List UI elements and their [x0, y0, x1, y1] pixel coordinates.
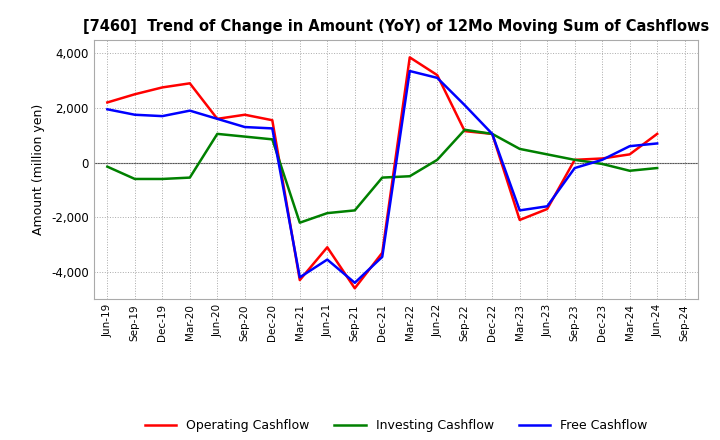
- Free Cashflow: [653, 141, 662, 146]
- Free Cashflow: [570, 165, 579, 171]
- Free Cashflow: [543, 204, 552, 209]
- Operating Cashflow: [626, 152, 634, 157]
- Free Cashflow: [186, 108, 194, 113]
- Free Cashflow: [323, 257, 332, 262]
- Free Cashflow: [268, 126, 276, 131]
- Investing Cashflow: [323, 210, 332, 216]
- Operating Cashflow: [268, 117, 276, 123]
- Free Cashflow: [240, 125, 249, 130]
- Investing Cashflow: [378, 175, 387, 180]
- Operating Cashflow: [543, 206, 552, 212]
- Legend: Operating Cashflow, Investing Cashflow, Free Cashflow: Operating Cashflow, Investing Cashflow, …: [140, 414, 652, 437]
- Free Cashflow: [598, 157, 606, 162]
- Free Cashflow: [213, 116, 222, 121]
- Investing Cashflow: [598, 161, 606, 167]
- Investing Cashflow: [570, 157, 579, 162]
- Investing Cashflow: [351, 208, 359, 213]
- Operating Cashflow: [295, 278, 304, 283]
- Free Cashflow: [103, 106, 112, 112]
- Operating Cashflow: [433, 73, 441, 78]
- Operating Cashflow: [653, 131, 662, 136]
- Free Cashflow: [295, 275, 304, 280]
- Free Cashflow: [516, 208, 524, 213]
- Operating Cashflow: [460, 128, 469, 134]
- Free Cashflow: [158, 114, 166, 119]
- Investing Cashflow: [158, 176, 166, 182]
- Operating Cashflow: [378, 250, 387, 255]
- Investing Cashflow: [653, 165, 662, 171]
- Investing Cashflow: [433, 157, 441, 162]
- Investing Cashflow: [240, 134, 249, 139]
- Y-axis label: Amount (million yen): Amount (million yen): [32, 104, 45, 235]
- Operating Cashflow: [516, 217, 524, 223]
- Investing Cashflow: [186, 175, 194, 180]
- Line: Operating Cashflow: Operating Cashflow: [107, 57, 657, 288]
- Free Cashflow: [130, 112, 139, 117]
- Investing Cashflow: [268, 137, 276, 142]
- Free Cashflow: [433, 75, 441, 81]
- Investing Cashflow: [130, 176, 139, 182]
- Free Cashflow: [378, 254, 387, 260]
- Line: Free Cashflow: Free Cashflow: [107, 71, 657, 283]
- Operating Cashflow: [158, 85, 166, 90]
- Investing Cashflow: [488, 131, 497, 136]
- Free Cashflow: [351, 280, 359, 286]
- Operating Cashflow: [323, 245, 332, 250]
- Investing Cashflow: [405, 174, 414, 179]
- Free Cashflow: [488, 131, 497, 136]
- Operating Cashflow: [598, 156, 606, 161]
- Free Cashflow: [405, 68, 414, 73]
- Free Cashflow: [460, 103, 469, 108]
- Operating Cashflow: [351, 286, 359, 291]
- Free Cashflow: [626, 143, 634, 149]
- Operating Cashflow: [405, 55, 414, 60]
- Operating Cashflow: [130, 92, 139, 97]
- Investing Cashflow: [516, 146, 524, 151]
- Operating Cashflow: [240, 112, 249, 117]
- Investing Cashflow: [213, 131, 222, 136]
- Investing Cashflow: [295, 220, 304, 225]
- Operating Cashflow: [186, 81, 194, 86]
- Operating Cashflow: [570, 157, 579, 162]
- Investing Cashflow: [103, 164, 112, 169]
- Line: Investing Cashflow: Investing Cashflow: [107, 130, 657, 223]
- Investing Cashflow: [460, 127, 469, 132]
- Investing Cashflow: [626, 168, 634, 173]
- Operating Cashflow: [488, 131, 497, 136]
- Operating Cashflow: [103, 100, 112, 105]
- Title: [7460]  Trend of Change in Amount (YoY) of 12Mo Moving Sum of Cashflows: [7460] Trend of Change in Amount (YoY) o…: [83, 19, 709, 34]
- Operating Cashflow: [213, 116, 222, 121]
- Investing Cashflow: [543, 152, 552, 157]
